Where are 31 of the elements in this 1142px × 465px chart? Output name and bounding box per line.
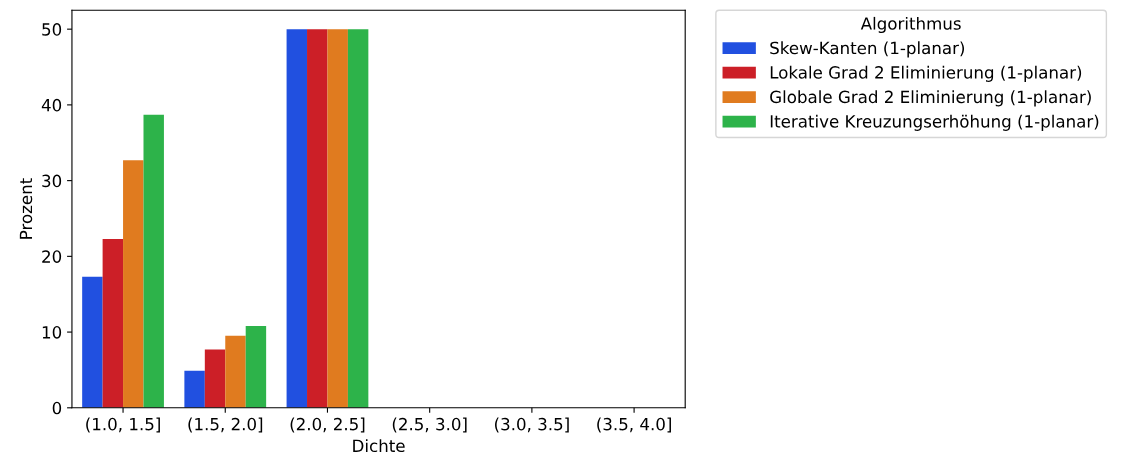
bar [204, 349, 226, 408]
x-tick-label: (2.0, 2.5] [290, 417, 365, 433]
legend-title: Algorithmus [860, 16, 961, 34]
x-axis-title: Dichte [353, 439, 405, 453]
x-tick-label: (2.5, 3.0] [392, 417, 467, 433]
y-tick-label: 20 [42, 250, 62, 263]
bar [82, 276, 103, 408]
y-tick-label: 10 [42, 326, 62, 339]
legend-label: Iterative Kreuzungserhöhung (1-planar) [770, 114, 1099, 131]
bar [184, 370, 205, 408]
y-tick-label: 50 [42, 23, 62, 36]
bar [245, 326, 267, 408]
x-tick-label: (3.0, 3.5] [495, 417, 569, 433]
y-axis-title: Prozent [19, 178, 33, 239]
bar [143, 114, 164, 408]
y-tick-label: 0 [52, 401, 62, 415]
bar [123, 160, 144, 408]
y-tick-label: 40 [41, 98, 62, 112]
legend-label: Globale Grad 2 Eliminierung (1-planar) [770, 90, 1091, 107]
bar [347, 29, 369, 408]
legend-label: Lokale Grad 2 Eliminierung (1-planar) [770, 65, 1082, 82]
bar [225, 335, 246, 408]
legend-label: Skew-Kanten (1-planar) [770, 41, 965, 58]
bar [102, 238, 124, 408]
bar [307, 29, 328, 408]
x-tick-label: (1.0, 1.5] [86, 417, 160, 433]
bar [327, 29, 348, 408]
y-tick-label: 30 [42, 174, 62, 188]
x-tick-label: (1.5, 2.0] [188, 417, 263, 433]
bar [286, 29, 308, 408]
x-tick-label: (3.5, 4.0] [597, 417, 671, 433]
